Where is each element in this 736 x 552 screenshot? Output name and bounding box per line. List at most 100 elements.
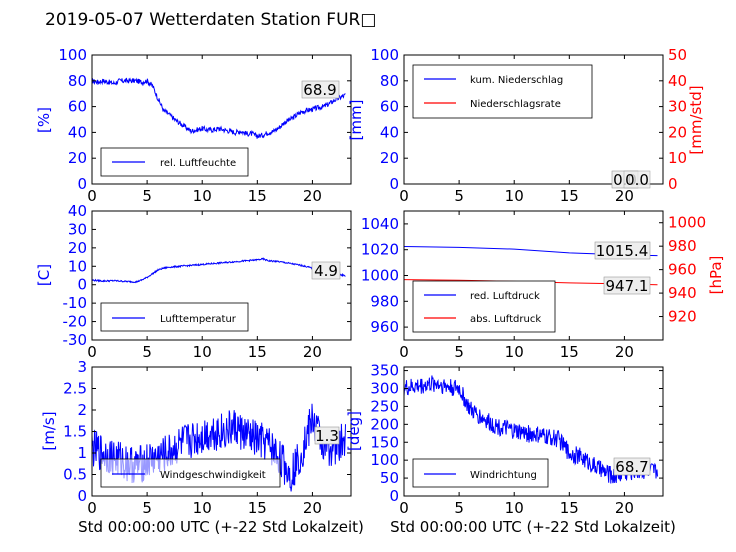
temperature-ytick-label: 20 bbox=[68, 239, 87, 257]
precipitation-value-box-2 bbox=[623, 170, 651, 189]
temperature-ytick-label: 30 bbox=[68, 220, 87, 238]
temperature-xtick-label: 20 bbox=[303, 343, 322, 361]
windspeed-ytick-label: 1 bbox=[77, 444, 87, 462]
pressure-ytick-label: 980 bbox=[370, 292, 399, 310]
precip-ytick-label: 80 bbox=[380, 72, 399, 90]
humidity-xtick-label: 10 bbox=[193, 187, 212, 205]
windspeed-ytick-label: 3 bbox=[77, 358, 87, 376]
winddir-ytick-label: 200 bbox=[370, 415, 399, 433]
winddir-ytick-label: 50 bbox=[380, 469, 399, 487]
pressure-ytick-label-right: 920 bbox=[668, 308, 697, 326]
humidity-legend-label: rel. Luftfeuchte bbox=[160, 158, 236, 169]
precipitation-legend-label-1: kum. Niederschlag bbox=[470, 75, 563, 86]
pressure-ytick-label: 1000 bbox=[361, 267, 399, 285]
windspeed-ytick-label: 0 bbox=[77, 487, 87, 505]
windspeed-value-label: 1.3 bbox=[315, 427, 339, 445]
precip-xtick-label: 15 bbox=[560, 187, 579, 205]
pressure-ytick-label-right: 940 bbox=[668, 284, 697, 302]
humidity-ytick-label: 0 bbox=[77, 175, 87, 193]
temperature-value-label: 4.9 bbox=[314, 262, 338, 280]
temperature-ytick-label: -10 bbox=[63, 294, 88, 312]
pressure-legend bbox=[412, 280, 556, 333]
windspeed-ytick-label: 2.5 bbox=[63, 380, 87, 398]
temperature-xtick-label: 5 bbox=[142, 343, 152, 361]
humidity-ytick-label: 100 bbox=[58, 46, 87, 64]
windspeed-xtick-label: 0 bbox=[87, 499, 97, 517]
precipitation-ylabel-right: [mm/std] bbox=[687, 85, 705, 154]
windspeed-xtick-label: 5 bbox=[142, 499, 152, 517]
winddir-ytick-label: 0 bbox=[389, 487, 399, 505]
xlabel-right: Std 00:00:00 UTC (+-22 Std Lokalzeit) bbox=[390, 518, 676, 536]
pressure-ylabel-right: [hPa] bbox=[707, 256, 725, 295]
precip-xtick-label: 10 bbox=[505, 187, 524, 205]
precip-ytick-label: 100 bbox=[370, 46, 399, 64]
precip-ytick-label-right: 40 bbox=[668, 72, 687, 90]
pressure-value-box-2 bbox=[603, 276, 651, 295]
windspeed-xtick-label: 10 bbox=[193, 499, 212, 517]
precip-xtick-label: 5 bbox=[454, 187, 464, 205]
humidity-value-box bbox=[301, 80, 340, 99]
winddirection-legend-label: Windrichtung bbox=[470, 470, 537, 481]
winddirection-value-label: 68.7 bbox=[615, 458, 648, 476]
winddir-xtick-label: 10 bbox=[505, 499, 524, 517]
winddir-ytick-label: 150 bbox=[370, 433, 399, 451]
pressure-xtick-label: 10 bbox=[505, 343, 524, 361]
humidity-value-label: 68.9 bbox=[303, 81, 336, 99]
temperature-value-box bbox=[311, 261, 341, 280]
precipitation-panel: [mm] [mm/std] 0 5 10 15 20 0 20 40 60 80 100 0 10 20 3… bbox=[347, 46, 705, 205]
pressure-ytick-label-right: 980 bbox=[668, 237, 697, 255]
pressure-xtick-label: 20 bbox=[615, 343, 634, 361]
temperature-ytick-label: 40 bbox=[68, 202, 87, 220]
precip-ytick-label: 20 bbox=[380, 149, 399, 167]
humidity-plot-area: 0 5 10 15 20 0 20 40 60 80 100 bbox=[58, 46, 352, 205]
precipitation-ylabel: [mm] bbox=[347, 100, 365, 141]
precip-ytick-label-right: 30 bbox=[668, 98, 687, 116]
temperature-ytick-label: -30 bbox=[63, 331, 88, 349]
precip-ytick-label-right: 10 bbox=[668, 149, 687, 167]
humidity-ytick-label: 60 bbox=[68, 98, 87, 116]
humidity-ytick-label: 40 bbox=[68, 123, 87, 141]
precip-xtick-label: 20 bbox=[615, 187, 634, 205]
winddir-xtick-label: 15 bbox=[560, 499, 579, 517]
windspeed-ytick-label: 1.5 bbox=[63, 423, 87, 441]
winddir-xtick-label: 20 bbox=[615, 499, 634, 517]
temperature-ytick-label: 10 bbox=[68, 257, 87, 275]
temperature-legend-label: Lufttemperatur bbox=[160, 314, 237, 325]
humidity-xtick-label: 15 bbox=[248, 187, 267, 205]
humidity-ytick-label: 80 bbox=[68, 72, 87, 90]
temperature-ytick-label: 0 bbox=[77, 276, 87, 294]
pressure-xtick-label: 0 bbox=[399, 343, 409, 361]
windspeed-ylabel: [m/s] bbox=[40, 411, 58, 450]
humidity-ylabel: [%] bbox=[35, 107, 53, 133]
precipitation-legend bbox=[412, 64, 593, 119]
pressure-ytick-label: 960 bbox=[370, 318, 399, 336]
precip-ytick-label-right: 50 bbox=[668, 46, 687, 64]
winddir-ytick-label: 250 bbox=[370, 397, 399, 415]
precip-ytick-label: 40 bbox=[380, 123, 399, 141]
humidity-axes-frame bbox=[91, 54, 352, 185]
precip-ytick-label-right: 0 bbox=[668, 175, 678, 193]
precip-axes-frame bbox=[403, 54, 664, 185]
winddir-series-0-line bbox=[403, 375, 658, 484]
humidity-xtick-label: 5 bbox=[142, 187, 152, 205]
winddir-ytick-label: 300 bbox=[370, 380, 399, 398]
precip-xtick-label: 0 bbox=[399, 187, 409, 205]
temperature-axes-frame bbox=[91, 210, 352, 341]
temperature-xtick-label: 10 bbox=[193, 343, 212, 361]
winddirection-value-box bbox=[613, 457, 651, 476]
pressure-ytick-label: 1040 bbox=[361, 215, 399, 233]
windspeed-legend-label: Windgeschwindigkeit bbox=[160, 470, 266, 481]
pressure-legend-label-2: abs. Luftdruck bbox=[470, 314, 541, 325]
humidity-panel: [%] 0 5 10 15 20 0 20 40 60 80 100 rel. Luftfeucht… bbox=[35, 46, 352, 205]
windspeed-legend bbox=[100, 458, 281, 488]
pressure-ytick-label-right: 1000 bbox=[668, 214, 706, 232]
pressure-xtick-label: 5 bbox=[454, 343, 464, 361]
winddir-axes-frame bbox=[403, 366, 664, 497]
windspeed-xtick-label: 15 bbox=[248, 499, 267, 517]
pressure-value-label-1: 1015.4 bbox=[596, 242, 649, 260]
